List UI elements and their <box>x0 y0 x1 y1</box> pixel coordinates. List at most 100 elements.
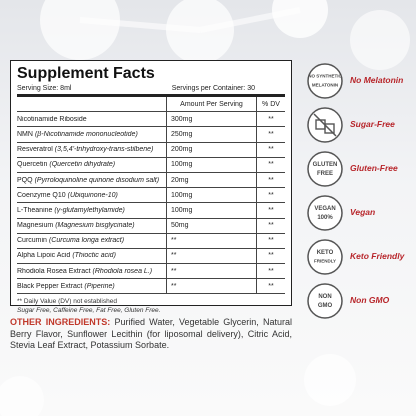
daily-value: ** <box>256 112 285 127</box>
amount: 200mg <box>166 142 256 157</box>
amount: ** <box>166 264 256 279</box>
facts-title: Supplement Facts <box>17 65 155 82</box>
badge-icon <box>307 107 343 143</box>
row: Rhodiola Rosea Extract (Rhodiola rosea L.… <box>17 264 285 280</box>
other-label: OTHER INGREDIENTS: <box>10 317 111 327</box>
icon-text: FRIENDLY <box>314 259 336 264</box>
ingredient-name: Coenzyme Q10 <box>17 191 66 199</box>
badge-label: No Melatonin <box>350 75 404 85</box>
supplement-facts: Supplement Facts Serving Size: 8ml Servi… <box>10 60 292 314</box>
badge: NO SYNTHETIC MELATONIN No Melatonin <box>306 62 416 100</box>
row: PQQ (Pyrroloquinoline quinone disodium sa… <box>17 172 285 189</box>
icon-ring <box>307 195 343 231</box>
ingredient: PQQ (Pyrroloquinoline quinone disodium sa… <box>17 177 166 184</box>
daily-value: ** <box>256 233 285 248</box>
daily-value: ** <box>256 248 285 264</box>
ingredient: Black Pepper Extract (Piperine) <box>17 283 166 290</box>
footnote-free: Sugar Free, Caffeine Free, Fat Free, Glu… <box>17 307 161 315</box>
amount: 100mg <box>166 188 256 203</box>
serving-size: Serving Size: 8ml <box>17 85 72 92</box>
ingredient-detail: (Magnesium bisglycinate) <box>55 222 135 230</box>
icon-text: MELATONIN <box>312 83 338 88</box>
amount: 50mg <box>166 218 256 233</box>
icon-text: KETO <box>317 250 334 256</box>
row: Nicotinamide Riboside 300mg ** <box>17 112 285 128</box>
ingredient: Resveratrol (3,5,4'-trihydroxy-trans-stil… <box>17 146 166 153</box>
badge-icon: NO SYNTHETIC MELATONIN <box>307 63 343 99</box>
footnote-dv: ** Daily Value (DV) not established <box>17 298 117 306</box>
badge-label: Gluten-Free <box>350 163 398 173</box>
ingredient: L-Theanine (γ-glutamylethylamide) <box>17 207 166 214</box>
servings-per-container: Servings per Container: 30 <box>171 85 255 92</box>
row: NMN (β-Nicotinamide mononucleotide) 250mg *… <box>17 127 285 143</box>
ingredient-detail: (β-Nicotinamide mononucleotide) <box>34 130 138 138</box>
ingredient-detail: (Curcuma longa extract) <box>48 237 125 245</box>
badge: Sugar-Free <box>306 106 416 144</box>
badge: GLUTEN FREE Gluten-Free <box>306 150 416 188</box>
icon-ring <box>307 239 343 275</box>
amount: 250mg <box>166 127 256 142</box>
ingredient: NMN (β-Nicotinamide mononucleotide) <box>17 131 166 138</box>
ingredient-name: Resveratrol <box>17 146 53 154</box>
badge: NON GMO Non GMO <box>306 282 416 320</box>
amount: 300mg <box>166 112 256 127</box>
badge-icon: KETO FRIENDLY <box>307 239 343 275</box>
ingredient-name: PQQ <box>17 176 33 184</box>
badge-label: Non GMO <box>350 295 390 305</box>
icon-text: FREE <box>317 171 333 177</box>
icon-text: GMO <box>318 303 333 309</box>
amount: ** <box>166 248 256 264</box>
serving-info: Serving Size: 8ml Servings per Container… <box>17 85 285 97</box>
badge: VEGAN 100% Vegan <box>306 194 416 232</box>
ingredient-name: L-Theanine <box>17 206 53 214</box>
badge: KETO FRIENDLY Keto Friendly <box>306 238 416 276</box>
ingredient-detail: (γ-glutamylethylamide) <box>54 206 125 214</box>
daily-value: ** <box>256 218 285 233</box>
row: Curcumin (Curcuma longa extract) ** ** <box>17 233 285 249</box>
ingredient: Magnesium (Magnesium bisglycinate) <box>17 222 166 229</box>
daily-value: ** <box>256 264 285 279</box>
icon-ring <box>307 283 343 319</box>
badge-label: Keto Friendly <box>350 251 405 261</box>
row: Resveratrol (3,5,4'-trihydroxy-trans-stil… <box>17 142 285 158</box>
strike <box>313 113 337 137</box>
icon-ring <box>307 151 343 187</box>
ingredient-name: Nicotinamide Riboside <box>17 115 87 123</box>
icon-text: 100% <box>317 215 333 221</box>
ingredient-detail: (Thioctic acid) <box>72 252 116 260</box>
ingredient: Quercetin (Quercetin dihydrate) <box>17 161 166 168</box>
ingredient-detail: (Piperine) <box>84 282 115 290</box>
dv-header: % DV <box>256 97 285 112</box>
ingredient: Alpha Lipoic Acid (Thioctic acid) <box>17 252 166 259</box>
daily-value: ** <box>256 142 285 157</box>
ingredient-name: Quercetin <box>17 161 48 169</box>
other-text: Purified Water, Vegetable Glycerin, Natu… <box>10 317 292 350</box>
daily-value: ** <box>256 157 285 172</box>
sugar-cube <box>324 123 335 134</box>
icon-ring <box>307 63 343 99</box>
badge-label: Vegan <box>350 207 376 217</box>
badge-icon: VEGAN 100% <box>307 195 343 231</box>
daily-value: ** <box>256 172 285 188</box>
amount: ** <box>166 233 256 248</box>
ingredient-name: NMN <box>17 130 33 138</box>
ingredient-detail: (3,5,4'-trihydroxy-trans-stilbene) <box>54 146 154 154</box>
badge-label: Sugar-Free <box>350 119 395 129</box>
row: Alpha Lipoic Acid (Thioctic acid) ** ** <box>17 248 285 265</box>
header-row: Amount Per Serving % DV <box>17 97 285 113</box>
daily-value: ** <box>256 279 285 294</box>
row: L-Theanine (γ-glutamylethylamide) 100mg ** <box>17 203 285 219</box>
ingredient: Coenzyme Q10 (Ubiquinone-10) <box>17 192 166 199</box>
badge-icon: NON GMO <box>307 283 343 319</box>
row: Black Pepper Extract (Piperine) ** ** <box>17 279 285 295</box>
row: Magnesium (Magnesium bisglycinate) 50mg ** <box>17 218 285 234</box>
ingredient-name: Black Pepper Extract <box>17 282 83 290</box>
daily-value: ** <box>256 188 285 203</box>
ingredient-name: Curcumin <box>17 237 47 245</box>
icon-text: NON <box>318 294 331 300</box>
amount: ** <box>166 279 256 294</box>
ingredient-detail: (Pyrroloquinoline quinone disodium salt) <box>34 176 160 184</box>
ingredient-name: Alpha Lipoic Acid <box>17 252 71 260</box>
